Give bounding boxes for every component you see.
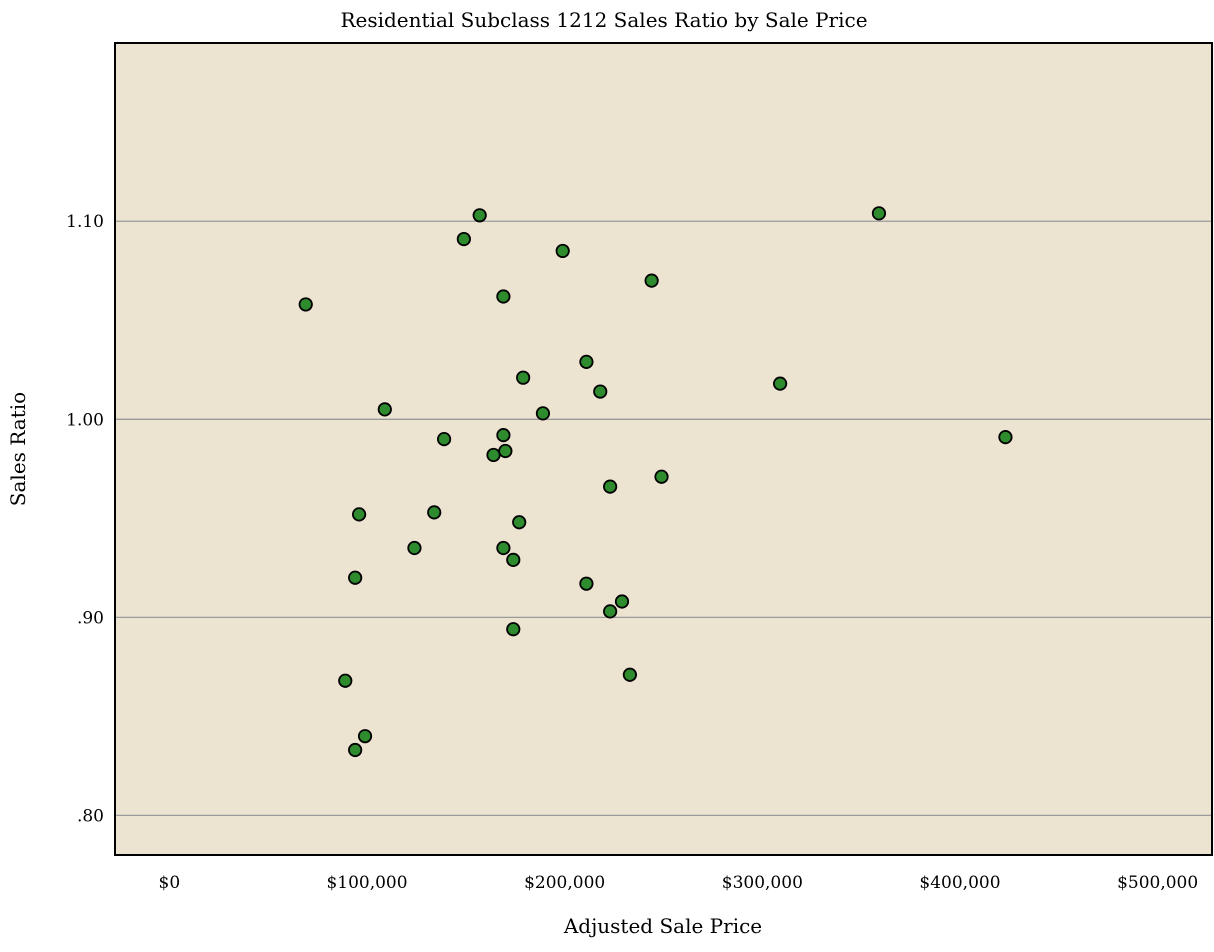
data-point [622, 667, 637, 682]
y-tick-label: .80 [77, 806, 104, 826]
data-point [456, 231, 471, 247]
data-point [496, 289, 511, 304]
data-point [579, 354, 594, 369]
data-point [871, 206, 887, 221]
data-point [496, 428, 511, 443]
data-point [644, 273, 659, 288]
y-tick-label: 1.10 [66, 212, 104, 232]
x-tick-label: $400,000 [919, 873, 1000, 893]
data-point [427, 505, 442, 520]
data-point [614, 594, 630, 609]
data-point [506, 622, 521, 637]
gridlines [116, 220, 1211, 817]
data-point [436, 431, 452, 447]
data-point [654, 469, 669, 484]
y-tick-label: 1.00 [66, 410, 104, 430]
data-point [512, 515, 527, 530]
x-tick-label: $300,000 [722, 873, 803, 893]
data-point [603, 604, 618, 619]
x-tick-label: $500,000 [1117, 873, 1198, 893]
x-tick-label: $0 [159, 873, 181, 893]
y-axis-label: Sales Ratio [6, 392, 30, 506]
data-point [535, 406, 551, 421]
data-point [348, 570, 363, 585]
data-point [486, 447, 501, 463]
x-axis-ticks: $0 $100,000 $200,000 $300,000 $400,000 $500,0… [159, 873, 1199, 893]
data-point [357, 729, 373, 744]
data-point [998, 430, 1013, 445]
data-point [603, 479, 618, 494]
chart-title: Residential Subclass 1212 Sales Ratio by… [340, 8, 867, 32]
data-points [298, 206, 1013, 758]
data-point [407, 540, 422, 556]
x-axis-label: Adjusted Sale Price [563, 914, 762, 938]
data-point [498, 443, 513, 459]
x-tick-label: $200,000 [524, 873, 605, 893]
data-point [298, 297, 313, 312]
data-point [773, 376, 788, 391]
data-point [348, 742, 363, 758]
data-point [338, 673, 353, 688]
data-point [472, 208, 487, 223]
plot-area [114, 42, 1213, 856]
data-point [377, 402, 392, 417]
data-point [593, 384, 608, 399]
data-point [555, 243, 570, 259]
data-point [496, 540, 511, 556]
data-point [579, 576, 594, 591]
y-tick-label: .90 [77, 608, 104, 628]
y-axis-ticks: .80 .90 1.00 1.10 [66, 212, 104, 826]
data-point [352, 507, 367, 522]
data-point [506, 552, 521, 568]
x-tick-label: $100,000 [326, 873, 407, 893]
data-point [516, 370, 531, 385]
